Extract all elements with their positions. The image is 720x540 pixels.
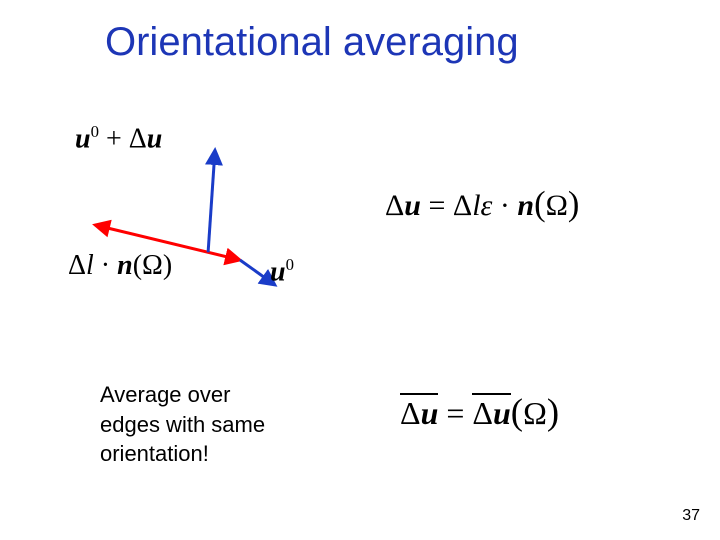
caption-line-1: Average over	[100, 380, 265, 410]
page-number: 37	[682, 507, 700, 525]
sym-u: u	[270, 256, 286, 287]
sym-close: )	[163, 250, 172, 281]
sym-dot: ·	[94, 250, 117, 281]
blue-arrow-upper	[208, 150, 215, 252]
sym-eq: =	[438, 395, 472, 431]
formula-u0: u0	[270, 255, 294, 288]
caption-line-2: edges with same	[100, 410, 265, 440]
sym-delta2: Δ	[453, 189, 472, 222]
sym-dot: ·	[492, 189, 517, 222]
sym-n: n	[517, 189, 534, 222]
sym-close: )	[568, 185, 580, 223]
sym-delta: Δ	[68, 250, 86, 281]
sym-omega: Ω	[523, 395, 547, 431]
slide-container: Orientational averaging u0 + Δu Δ	[0, 0, 720, 540]
sym-sup0: 0	[286, 255, 294, 274]
sym-omega: Ω	[142, 250, 163, 281]
sym-eps: ε	[481, 189, 493, 222]
sym-u-l: u	[421, 395, 439, 431]
sym-l: l	[86, 250, 94, 281]
sym-plus: +	[99, 123, 129, 154]
sym-delta: Δ	[129, 123, 147, 154]
sym-open: (	[534, 185, 546, 223]
sym-u: u	[75, 123, 91, 154]
formula-u0-plus-du: u0 + Δu	[75, 122, 162, 155]
sym-u: u	[404, 189, 421, 222]
overline-left: Δu	[400, 393, 438, 429]
overline-right: Δu	[472, 393, 510, 429]
sym-omega: Ω	[546, 189, 568, 222]
sym-open: (	[511, 391, 523, 432]
sym-u-r: u	[493, 395, 511, 431]
caption-line-3: orientation!	[100, 439, 265, 469]
slide-title: Orientational averaging	[105, 20, 519, 65]
sym-delta-r: Δ	[472, 395, 493, 431]
sym-u2: u	[147, 123, 163, 154]
formula-dl-n-omega: Δl · n(Ω)	[68, 250, 172, 282]
sym-l: l	[472, 189, 480, 222]
formula-du-equation: Δu = Δlε · n(Ω)	[385, 185, 579, 224]
sym-sup0: 0	[91, 122, 99, 141]
sym-delta-l: Δ	[400, 395, 421, 431]
formula-du-bar: Δu = Δu(Ω)	[400, 390, 559, 433]
sym-close: )	[547, 391, 559, 432]
sym-n: n	[117, 250, 133, 281]
caption-text: Average over edges with same orientation…	[100, 380, 265, 469]
sym-open: (	[133, 250, 142, 281]
sym-delta: Δ	[385, 189, 404, 222]
sym-eq: =	[421, 189, 453, 222]
